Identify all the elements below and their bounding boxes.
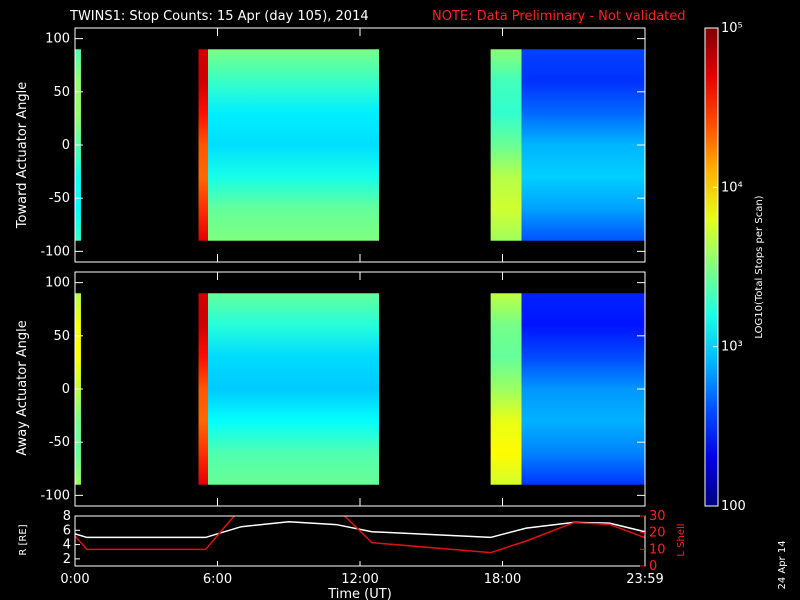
y-tick-label: 0 xyxy=(62,382,70,397)
toward-y-label: Toward Actuator Angle xyxy=(15,82,30,229)
colorbar-tick-label: 100 xyxy=(721,499,746,514)
heatmap-segment xyxy=(490,49,522,241)
y-tick-label: -50 xyxy=(49,191,70,206)
colorbar-tick-label: 10⁴ xyxy=(721,180,743,195)
y-tick-label-right: 30 xyxy=(649,509,666,524)
colorbar: 100 10³ 10⁴ 10⁵ xyxy=(704,21,746,514)
y-tick-label: 50 xyxy=(53,329,70,344)
y-tick-label: 8 xyxy=(63,509,71,524)
x-tick-label: 12:00 xyxy=(341,572,378,587)
lshell-line xyxy=(75,516,645,554)
y-tick-label: 100 xyxy=(45,32,70,47)
heatmap-segment xyxy=(490,293,522,485)
x-tick-label: 6:00 xyxy=(203,572,232,587)
y-tick-label: 4 xyxy=(63,538,71,553)
away-y-label: Away Actuator Angle xyxy=(15,320,30,455)
y-tick-label: 2 xyxy=(63,552,71,567)
chart-title: TWINS1: Stop Counts: 15 Apr (day 105), 2… xyxy=(69,9,369,24)
y-tick-label: 0 xyxy=(62,138,70,153)
y-tick-label: -100 xyxy=(40,244,70,259)
x-tick-label: 0:00 xyxy=(60,572,89,587)
colorbar-tick-label: 10³ xyxy=(721,340,743,355)
y-tick-label-right: 0 xyxy=(649,559,657,574)
colorbar-label: LOG10(Total Stops per Scan) xyxy=(754,195,765,338)
heatmap-segment xyxy=(521,49,645,241)
y-tick-label-right: 10 xyxy=(649,542,666,557)
y-tick-label: -100 xyxy=(40,488,70,503)
lshell-y-label: L Shell xyxy=(676,523,687,556)
away-panel: 100 50 0 -50 -100 xyxy=(40,271,646,507)
data-note: NOTE: Data Preliminary - Not validated xyxy=(432,9,686,24)
y-tick-label: 6 xyxy=(63,523,71,538)
heatmap-segment xyxy=(208,49,379,241)
y-tick-label: 50 xyxy=(53,85,70,100)
date-stamp: 24 Apr 14 xyxy=(777,540,788,589)
heatmap-segment xyxy=(521,293,645,485)
heatmap-segment xyxy=(198,49,208,241)
y-tick-label: -50 xyxy=(49,435,70,450)
x-tick-label: 18:00 xyxy=(484,572,521,587)
y-tick-label-right: 20 xyxy=(649,526,666,541)
radius-line xyxy=(75,520,645,539)
heatmap-segment xyxy=(208,293,379,485)
radius-y-label: R [RE] xyxy=(18,524,29,555)
heatmap-segment xyxy=(198,293,208,485)
x-tick-label: 23:59 xyxy=(626,572,663,587)
toward-panel: 100 50 0 -50 -100 xyxy=(40,27,646,263)
time-x-label: Time (UT) xyxy=(327,587,392,600)
y-tick-label: 100 xyxy=(45,276,70,291)
colorbar-scale xyxy=(704,27,719,507)
colorbar-tick-label: 10⁵ xyxy=(721,21,743,36)
